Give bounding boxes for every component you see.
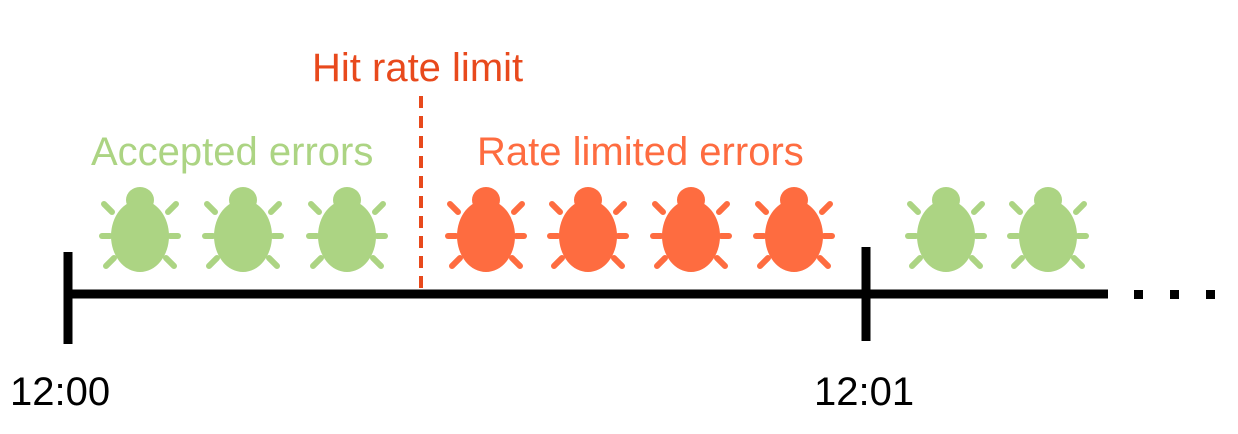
bug-icon	[202, 187, 284, 272]
bug-icon	[905, 187, 987, 272]
bug-icon	[445, 187, 527, 272]
bug-icon	[547, 187, 629, 272]
bugs-layer	[99, 187, 1089, 272]
rate-limited-errors-label: Rate limited errors	[477, 130, 804, 174]
accepted-errors-label: Accepted errors	[91, 130, 374, 174]
time-label-next: 12:01	[814, 370, 915, 414]
time-label-start: 12:00	[10, 370, 111, 414]
bug-icon	[306, 187, 388, 272]
continuation-dots	[1134, 290, 1215, 299]
hit-rate-limit-label: Hit rate limit	[312, 46, 524, 90]
bug-icon	[1007, 187, 1089, 272]
bug-icon	[753, 187, 835, 272]
bug-icon	[650, 187, 732, 272]
bug-icon	[99, 187, 181, 272]
